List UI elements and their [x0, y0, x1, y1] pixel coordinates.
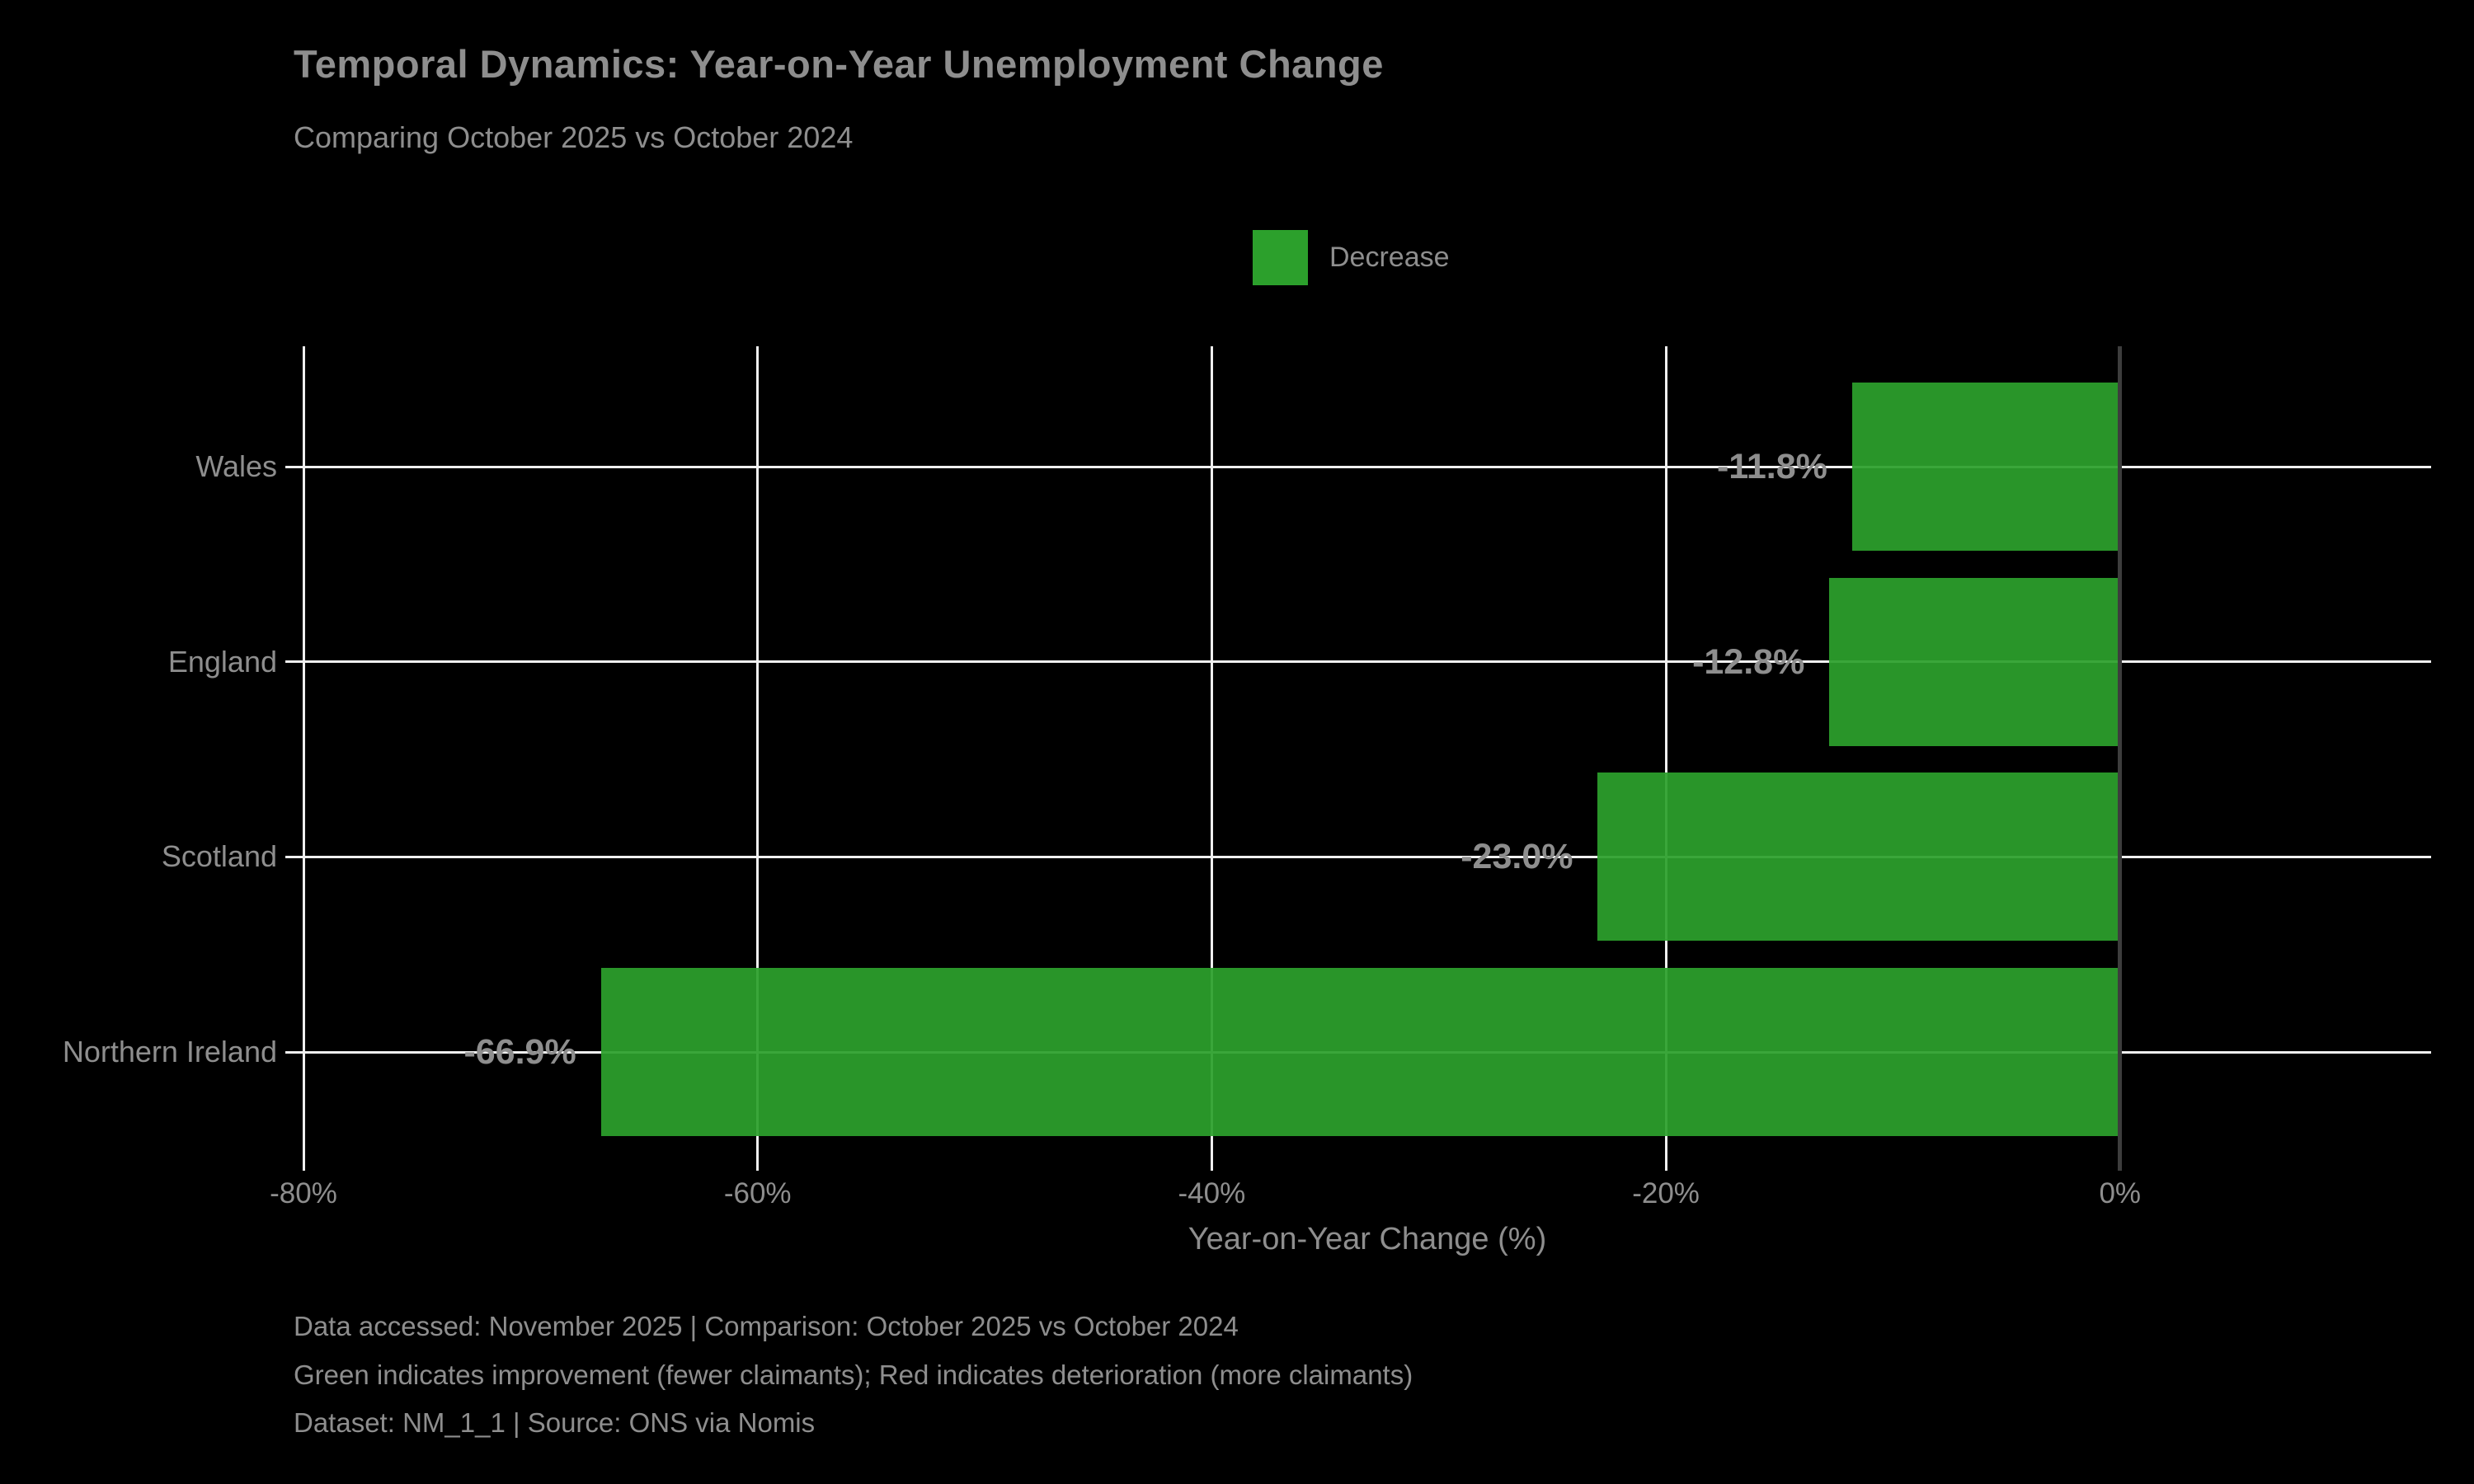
x-tick-mark: [302, 1153, 305, 1171]
bar-value-label: -11.8%: [1716, 447, 1827, 486]
x-tick-label: -40%: [1178, 1177, 1246, 1209]
gridline-vertical: [756, 346, 760, 1153]
legend-swatch-decrease: [1253, 230, 1308, 285]
y-axis-label: Northern Ireland: [62, 1035, 277, 1069]
gridline-horizontal: [303, 660, 2431, 664]
gridline-horizontal: [303, 855, 2431, 858]
bar-england: [1829, 577, 2120, 746]
chart-title: Temporal Dynamics: Year-on-Year Unemploy…: [294, 42, 1384, 86]
bar-northern-ireland: [600, 968, 2120, 1137]
bar-scotland: [1597, 773, 2120, 942]
bar-value-label: -23.0%: [1460, 837, 1573, 877]
x-tick-mark: [1210, 1153, 1213, 1171]
bar-wales: [1851, 383, 2120, 551]
footer-line-2: Green indicates improvement (fewer claim…: [294, 1359, 1413, 1390]
x-tick-label: -20%: [1632, 1177, 1700, 1209]
gridline-horizontal: [303, 465, 2431, 468]
y-axis-label: Wales: [195, 449, 277, 483]
y-tick-mark: [285, 1050, 303, 1054]
y-tick-mark: [285, 465, 303, 468]
gridline-vertical: [302, 346, 305, 1153]
footer-line-3: Dataset: NM_1_1 | Source: ONS via Nomis: [294, 1407, 816, 1438]
x-tick-mark: [756, 1153, 760, 1171]
x-tick-label: -60%: [723, 1177, 792, 1209]
legend-label-decrease: Decrease: [1329, 242, 1450, 273]
y-tick-mark: [285, 660, 303, 664]
x-tick-mark: [1664, 1153, 1667, 1171]
bar-value-label: -12.8%: [1692, 641, 1805, 682]
legend: Decrease: [1253, 230, 1450, 285]
bar-value-label: -66.9%: [463, 1032, 576, 1073]
y-axis-label: England: [167, 644, 277, 679]
chart-subtitle: Comparing October 2025 vs October 2024: [294, 120, 854, 154]
x-tick-label: 0%: [2099, 1177, 2142, 1209]
gridline-vertical: [1210, 346, 1213, 1153]
gridline-vertical: [1664, 346, 1667, 1153]
x-axis-title: Year-on-Year Change (%): [1188, 1222, 1547, 1256]
footer: Data accessed: November 2025 | Compariso…: [294, 1303, 1413, 1448]
x-tick-label: -80%: [270, 1177, 337, 1209]
footer-line-1: Data accessed: November 2025 | Compariso…: [294, 1311, 1239, 1341]
y-tick-mark: [285, 855, 303, 858]
zero-axis-line: [2118, 346, 2123, 1171]
y-axis-label: Scotland: [161, 839, 277, 874]
